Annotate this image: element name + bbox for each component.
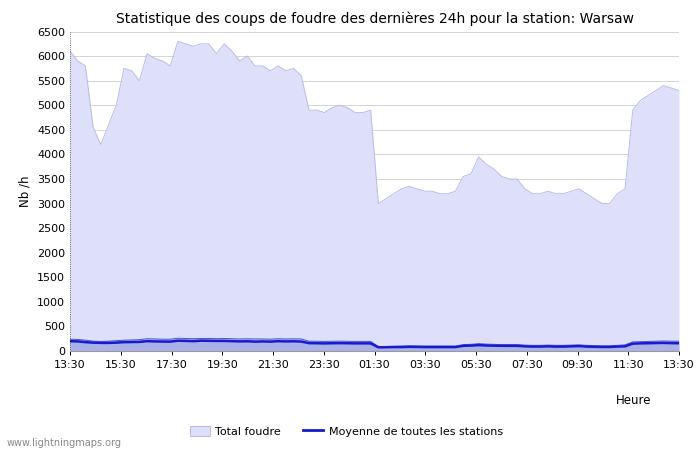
Y-axis label: Nb /h: Nb /h	[18, 176, 32, 207]
Text: www.lightningmaps.org: www.lightningmaps.org	[7, 438, 122, 448]
Text: Heure: Heure	[615, 394, 651, 407]
Title: Statistique des coups de foudre des dernières 24h pour la station: Warsaw: Statistique des coups de foudre des dern…	[116, 12, 634, 26]
